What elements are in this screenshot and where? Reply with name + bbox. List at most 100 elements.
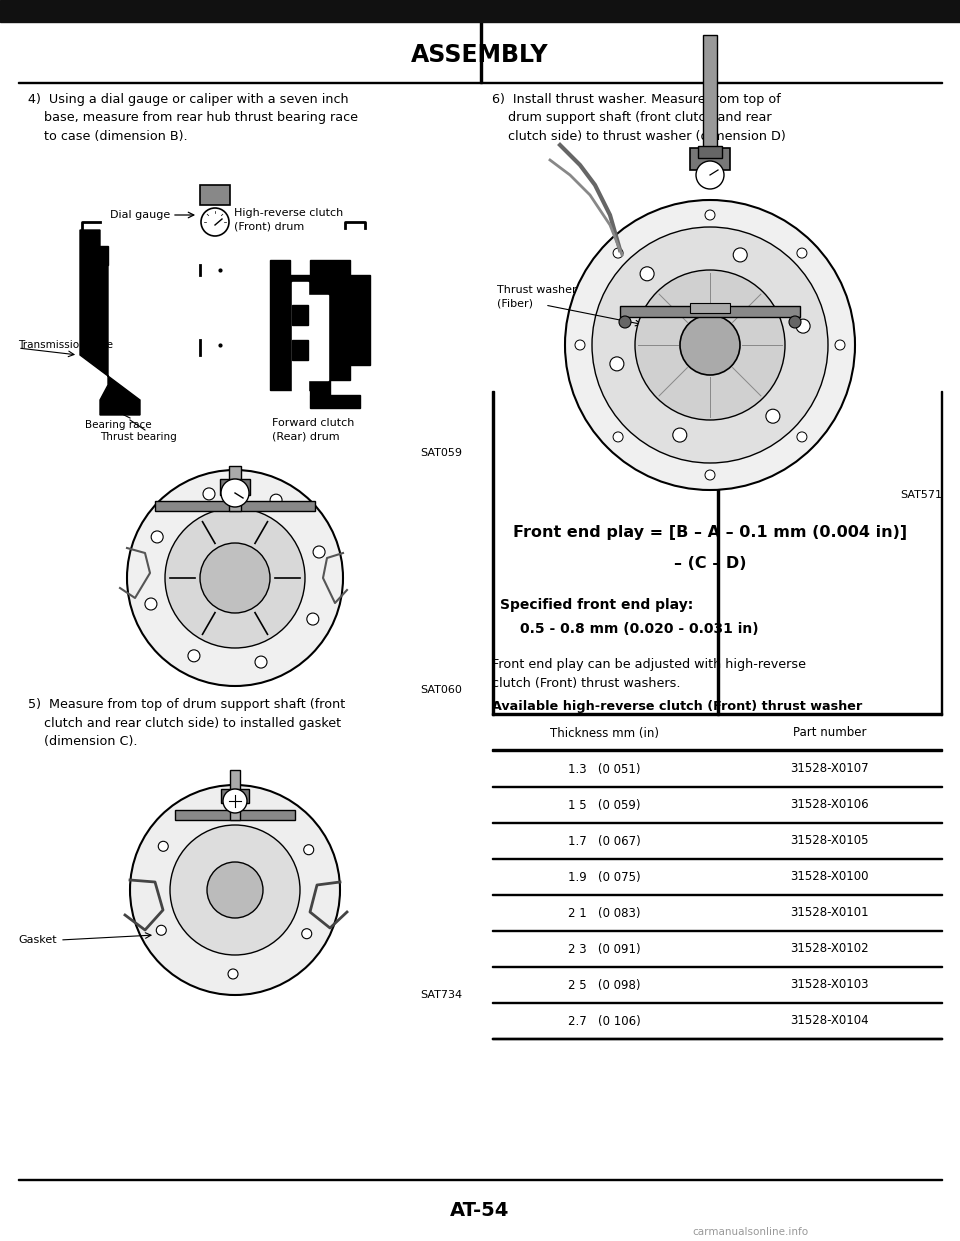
- Polygon shape: [100, 246, 108, 266]
- Bar: [941, 391, 942, 715]
- Circle shape: [797, 248, 807, 258]
- Circle shape: [796, 319, 810, 333]
- Text: SAT571: SAT571: [900, 490, 942, 500]
- Circle shape: [619, 316, 631, 328]
- Circle shape: [127, 470, 343, 686]
- Text: SAT734: SAT734: [420, 990, 462, 1000]
- Text: 31528-X0106: 31528-X0106: [790, 798, 869, 812]
- Circle shape: [613, 432, 623, 442]
- Text: SAT060: SAT060: [420, 685, 462, 695]
- Circle shape: [635, 271, 785, 419]
- Text: Bearing race: Bearing race: [85, 419, 152, 429]
- Text: Front end play can be adjusted with high-reverse
clutch (Front) thrust washers.: Front end play can be adjusted with high…: [492, 658, 806, 690]
- Polygon shape: [80, 230, 140, 414]
- Text: 2 1   (0 083): 2 1 (0 083): [568, 906, 640, 920]
- Text: 31528-X0107: 31528-X0107: [790, 762, 869, 776]
- Bar: [221, 789, 249, 803]
- Text: 6)  Install thrust washer. Measure from top of
    drum support shaft (front clu: 6) Install thrust washer. Measure from t…: [492, 93, 785, 143]
- Circle shape: [228, 969, 238, 979]
- Circle shape: [221, 479, 249, 508]
- Circle shape: [592, 227, 828, 463]
- Text: Thickness mm (in): Thickness mm (in): [550, 726, 659, 740]
- Bar: [175, 810, 295, 820]
- Text: – (C – D): – (C – D): [674, 556, 746, 571]
- Bar: [717, 391, 718, 715]
- Circle shape: [201, 208, 229, 236]
- Bar: [229, 467, 241, 511]
- Circle shape: [680, 315, 740, 375]
- Circle shape: [188, 650, 200, 661]
- Text: 1.9   (0 075): 1.9 (0 075): [568, 870, 641, 884]
- Circle shape: [165, 508, 305, 648]
- Circle shape: [151, 531, 163, 544]
- Bar: [200, 185, 230, 205]
- Text: 1 5   (0 059): 1 5 (0 059): [568, 798, 640, 812]
- Circle shape: [200, 544, 270, 613]
- Text: Front end play = [B – A – 0.1 mm (0.004 in)]: Front end play = [B – A – 0.1 mm (0.004 …: [513, 525, 907, 540]
- Bar: [492, 1037, 942, 1039]
- Circle shape: [613, 248, 623, 258]
- Bar: [155, 501, 315, 511]
- Text: 31528-X0101: 31528-X0101: [790, 906, 869, 920]
- Text: 2 3   (0 091): 2 3 (0 091): [568, 942, 641, 956]
- Circle shape: [766, 410, 780, 423]
- Circle shape: [835, 340, 845, 350]
- Text: Dial gauge: Dial gauge: [109, 210, 170, 220]
- Circle shape: [797, 432, 807, 442]
- Bar: [492, 391, 493, 715]
- Polygon shape: [292, 282, 328, 395]
- Circle shape: [223, 789, 247, 813]
- Text: 4)  Using a dial gauge or caliper with a seven inch
    base, measure from rear : 4) Using a dial gauge or caliper with a …: [28, 93, 358, 143]
- Text: Transmission case: Transmission case: [18, 340, 113, 350]
- Circle shape: [255, 656, 267, 668]
- Text: 31528-X0100: 31528-X0100: [790, 870, 869, 884]
- Text: 31528-X0102: 31528-X0102: [790, 942, 869, 956]
- Bar: [698, 146, 722, 158]
- Circle shape: [303, 845, 314, 855]
- Polygon shape: [292, 305, 308, 325]
- Bar: [620, 307, 800, 316]
- Text: Thrust washer
(Fiber): Thrust washer (Fiber): [497, 285, 577, 308]
- Text: Specified front end play:: Specified front end play:: [500, 598, 693, 612]
- Bar: [220, 479, 250, 495]
- Bar: [480, 0, 482, 83]
- Text: Available high-reverse clutch (Front) thrust washer: Available high-reverse clutch (Front) th…: [492, 700, 862, 714]
- Text: High-reverse clutch
(Front) drum: High-reverse clutch (Front) drum: [234, 208, 344, 231]
- Text: 5)  Measure from top of drum support shaft (front
    clutch and rear clutch sid: 5) Measure from top of drum support shaf…: [28, 697, 346, 748]
- Text: ASSEMBLY: ASSEMBLY: [411, 43, 549, 67]
- Text: AT-54: AT-54: [450, 1200, 510, 1220]
- Polygon shape: [292, 340, 308, 360]
- Bar: [492, 714, 942, 715]
- Circle shape: [565, 200, 855, 490]
- Circle shape: [301, 928, 312, 938]
- Bar: [492, 750, 942, 751]
- Circle shape: [575, 340, 585, 350]
- Bar: [690, 303, 730, 313]
- Circle shape: [158, 841, 168, 851]
- Text: Thrust bearing: Thrust bearing: [100, 432, 177, 442]
- Text: 31528-X0104: 31528-X0104: [790, 1014, 869, 1028]
- Circle shape: [170, 825, 300, 956]
- Circle shape: [610, 357, 624, 371]
- Text: Gasket: Gasket: [18, 934, 57, 944]
- Circle shape: [705, 210, 715, 220]
- Circle shape: [203, 488, 215, 500]
- Text: 1.3   (0 051): 1.3 (0 051): [568, 762, 640, 776]
- Circle shape: [640, 267, 654, 280]
- Text: carmanualsonline.info: carmanualsonline.info: [692, 1227, 808, 1237]
- Circle shape: [145, 598, 156, 611]
- Text: 2.7   (0 106): 2.7 (0 106): [568, 1014, 641, 1028]
- Circle shape: [789, 316, 801, 328]
- Text: 1.7   (0 067): 1.7 (0 067): [568, 834, 641, 848]
- Circle shape: [232, 800, 242, 812]
- Bar: [703, 35, 717, 180]
- Circle shape: [673, 428, 686, 442]
- Text: Forward clutch
(Rear) drum: Forward clutch (Rear) drum: [272, 418, 354, 442]
- Text: SAT059: SAT059: [420, 448, 462, 458]
- Bar: [690, 148, 730, 170]
- Circle shape: [705, 470, 715, 480]
- Polygon shape: [270, 261, 370, 408]
- Bar: [18, 1179, 942, 1180]
- Circle shape: [733, 248, 747, 262]
- Text: 31528-X0103: 31528-X0103: [790, 978, 869, 992]
